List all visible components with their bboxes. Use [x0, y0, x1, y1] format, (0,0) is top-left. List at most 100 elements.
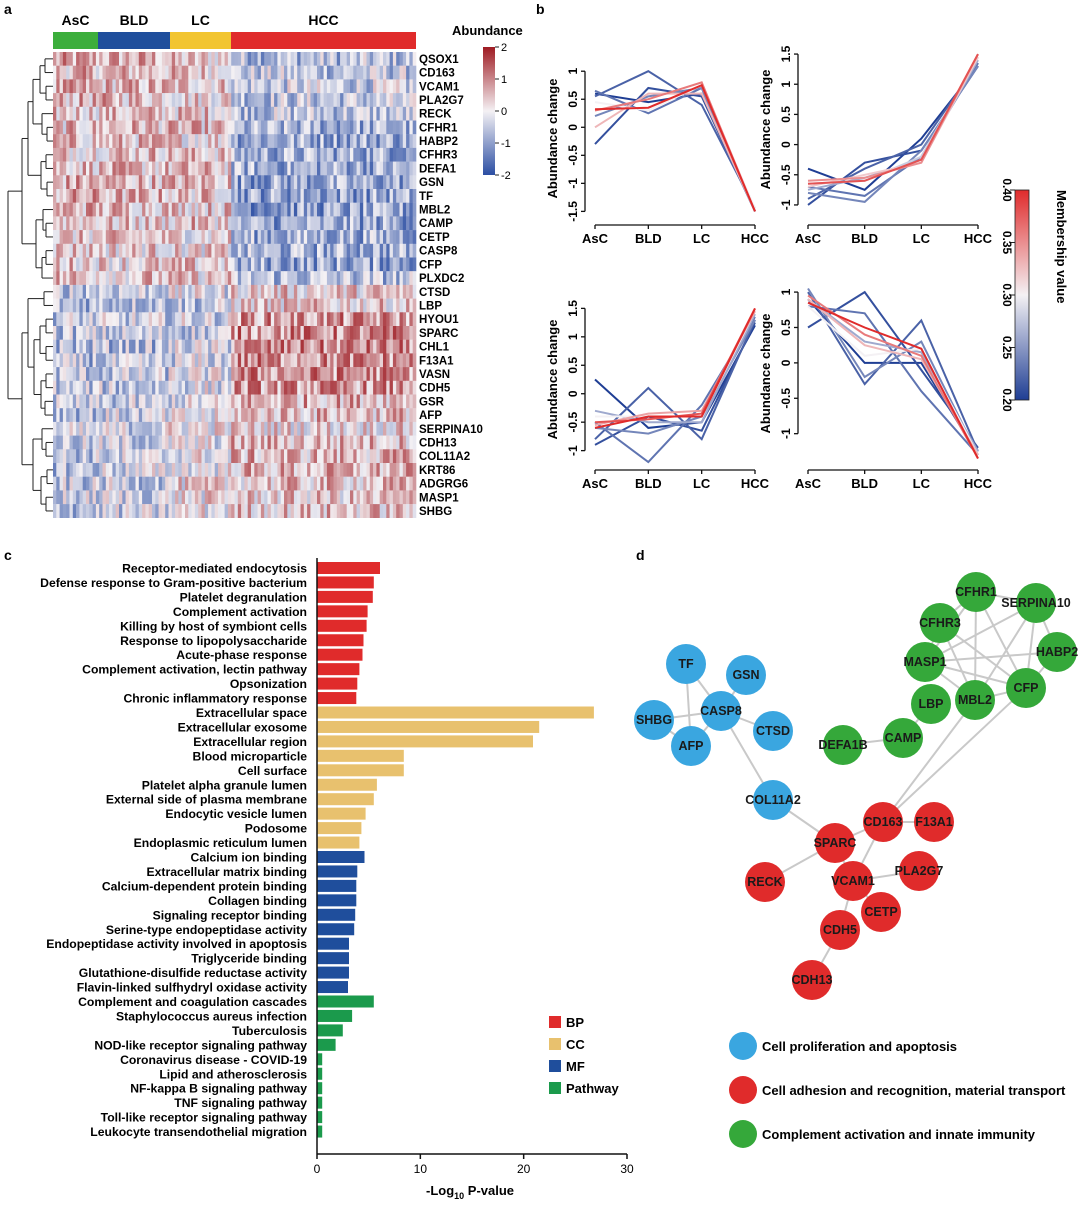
heatmap-cell	[79, 147, 83, 162]
heatmap-cell	[254, 106, 258, 121]
heatmap-cell	[112, 380, 116, 395]
term-label: Complement and coagulation cascades	[78, 995, 307, 1009]
heatmap-cell	[227, 52, 232, 66]
heatmap-cell	[181, 147, 186, 162]
heatmap-cell	[264, 284, 268, 299]
heatmap-cell	[307, 79, 311, 94]
heatmap-cell	[181, 312, 186, 327]
heatmap-cell	[346, 284, 351, 299]
heatmap-cell	[409, 408, 413, 423]
heatmap-cell	[185, 408, 189, 423]
heatmap-cell	[399, 339, 404, 354]
heatmap-cell	[274, 504, 278, 518]
heatmap-cell	[53, 243, 57, 258]
heatmap-cell	[336, 394, 341, 409]
heatmap-cell	[406, 476, 410, 491]
heatmap-cell	[267, 367, 272, 381]
heatmap-cell	[62, 367, 67, 381]
heatmap-cell	[214, 120, 219, 135]
heatmap-cell	[369, 463, 374, 477]
heatmap-cell	[359, 175, 364, 190]
heatmap-cell	[270, 284, 275, 299]
heatmap-cell	[376, 106, 380, 121]
heatmap-cell	[363, 134, 367, 149]
heatmap-cell	[270, 175, 275, 190]
heatmap-cell	[76, 120, 80, 135]
heatmap-cell	[254, 284, 258, 299]
heatmap-cell	[125, 175, 130, 190]
heatmap-cell	[204, 449, 209, 464]
heatmap-cell	[165, 216, 169, 231]
heatmap-cell	[247, 230, 252, 244]
heatmap-cell	[145, 216, 149, 231]
heatmap-cell	[95, 106, 100, 121]
heatmap-cell	[280, 120, 285, 135]
heatmap-cell	[175, 449, 179, 464]
heatmap-cell	[198, 134, 202, 149]
heatmap-cell	[145, 312, 149, 327]
y-tick-label: 1	[566, 333, 580, 340]
heatmap-cell	[204, 257, 209, 272]
heatmap-cell	[270, 271, 275, 286]
heatmap-cell	[376, 380, 380, 395]
heatmap-cell	[198, 367, 202, 381]
heatmap-cell	[333, 147, 338, 162]
heatmap-cell	[152, 52, 156, 66]
heatmap-cell	[241, 490, 245, 505]
heatmap-cell	[211, 202, 215, 217]
heatmap-cell	[89, 367, 93, 381]
heatmap-cell	[168, 189, 173, 203]
heatmap-cell	[145, 93, 149, 107]
heatmap-cell	[86, 257, 90, 272]
heatmap-cell	[307, 202, 311, 217]
bar-bp	[317, 634, 364, 647]
heatmap-cell	[135, 257, 140, 272]
heatmap-cell	[287, 421, 291, 436]
heatmap-cell	[86, 202, 90, 217]
heatmap-cell	[251, 161, 255, 176]
heatmap-cell	[208, 243, 212, 258]
heatmap-cell	[392, 230, 397, 244]
heatmap-cell	[125, 65, 130, 80]
gene-label-casp8: CASP8	[419, 246, 458, 258]
heatmap-cell	[412, 216, 417, 231]
heatmap-cell	[221, 284, 225, 299]
heatmap-cell	[379, 353, 384, 368]
heatmap-cell	[313, 353, 318, 368]
heatmap-cell	[254, 367, 258, 381]
heatmap-cell	[185, 298, 189, 313]
heatmap-cell	[227, 326, 232, 340]
heatmap-cell	[241, 421, 245, 436]
heatmap-cell	[175, 421, 179, 436]
heatmap-cell	[109, 93, 113, 107]
heatmap-cell	[119, 298, 123, 313]
heatmap-cell	[221, 147, 225, 162]
heatmap-cell	[277, 476, 281, 491]
heatmap-cell	[280, 65, 285, 80]
heatmap-cell	[326, 284, 331, 299]
heatmap-cell	[132, 476, 136, 491]
heatmap-cell	[287, 147, 291, 162]
heatmap-cell	[115, 189, 120, 203]
heatmap-cell	[333, 243, 338, 258]
heatmap-cell	[198, 175, 202, 190]
heatmap-cell	[254, 230, 258, 244]
heatmap-cell	[307, 284, 311, 299]
heatmap-cell	[112, 79, 116, 94]
heatmap-cell	[317, 312, 321, 327]
heatmap-cell	[168, 326, 173, 340]
heatmap-cell	[254, 257, 258, 272]
heatmap-cell	[201, 284, 206, 299]
heatmap-cell	[214, 52, 219, 66]
heatmap-cell	[227, 79, 232, 94]
heatmap-cell	[155, 504, 159, 518]
heatmap-cell	[323, 504, 328, 518]
heatmap-cell	[290, 175, 295, 190]
heatmap-cell	[293, 271, 298, 286]
heatmap-cell	[161, 243, 166, 258]
heatmap-cell	[132, 65, 136, 80]
heatmap-cell	[218, 353, 222, 368]
heatmap-cell	[56, 202, 60, 217]
heatmap-cell	[323, 298, 328, 313]
heatmap-cell	[392, 175, 397, 190]
